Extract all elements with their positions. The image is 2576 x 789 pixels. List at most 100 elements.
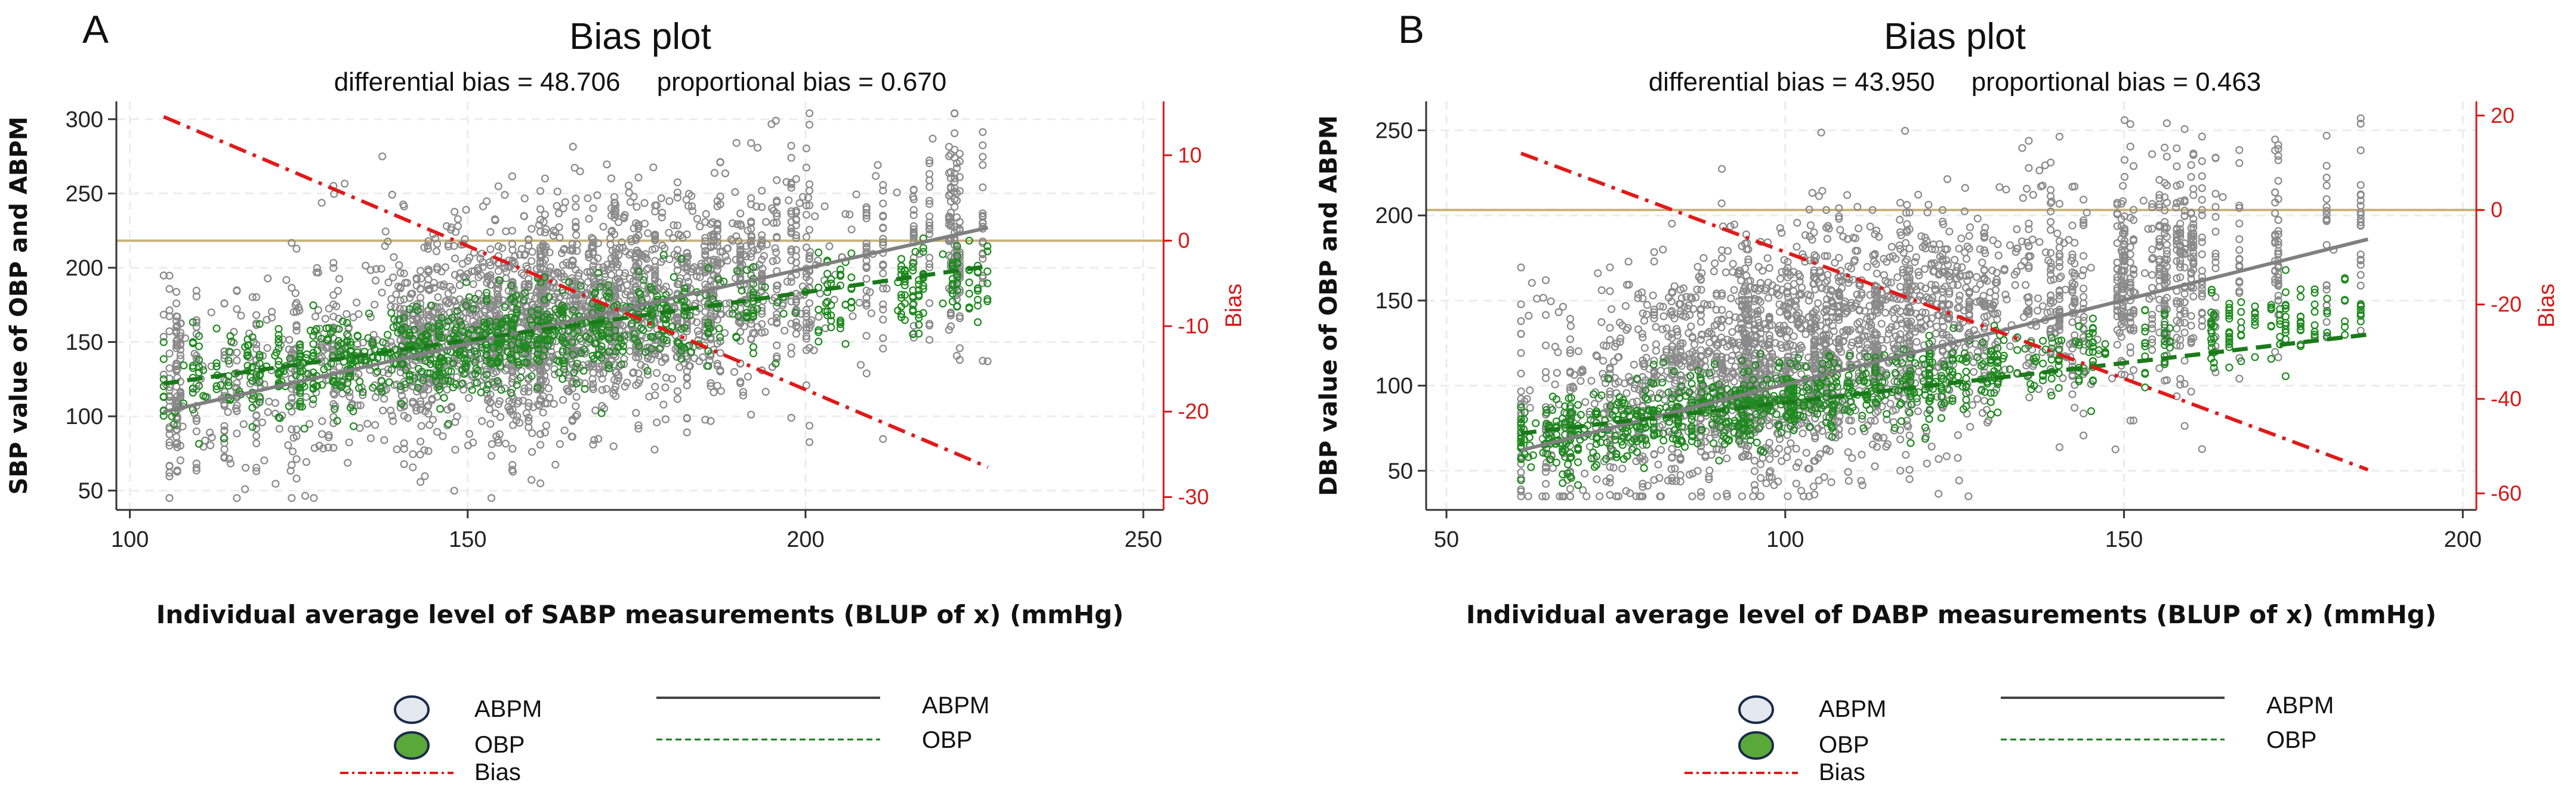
data-point bbox=[599, 222, 607, 231]
data-point bbox=[508, 421, 517, 429]
data-point bbox=[951, 129, 959, 137]
data-point bbox=[412, 407, 421, 415]
data-point bbox=[542, 421, 551, 429]
data-point bbox=[919, 244, 927, 252]
data-point bbox=[233, 287, 241, 295]
data-point bbox=[983, 279, 992, 287]
data-point bbox=[792, 175, 800, 183]
data-point bbox=[572, 194, 580, 203]
data-point bbox=[421, 472, 429, 481]
data-point bbox=[2087, 264, 2095, 272]
y-tick-label: 50 bbox=[78, 479, 103, 504]
data-point bbox=[758, 329, 766, 337]
data-point bbox=[437, 267, 446, 276]
data-point bbox=[665, 197, 674, 205]
data-point bbox=[1848, 427, 1856, 435]
data-point bbox=[1517, 349, 1525, 357]
data-point bbox=[879, 435, 887, 443]
data-point bbox=[2322, 195, 2331, 203]
data-point bbox=[856, 361, 865, 369]
data-point bbox=[1962, 255, 1971, 263]
chart-subtitle: differential bias = 48.706 proportional … bbox=[334, 67, 947, 97]
data-point bbox=[440, 394, 448, 402]
data-point bbox=[536, 187, 545, 195]
data-point bbox=[349, 313, 357, 321]
data-point bbox=[651, 382, 659, 391]
data-point bbox=[1606, 491, 1614, 499]
data-point bbox=[893, 188, 901, 197]
data-point bbox=[1970, 367, 1978, 376]
data-point bbox=[653, 418, 661, 426]
data-point bbox=[488, 440, 496, 448]
data-point bbox=[260, 456, 269, 465]
data-point bbox=[417, 274, 425, 283]
data-point bbox=[925, 230, 934, 238]
data-point bbox=[570, 163, 579, 172]
legend-abpm-marker-label: ABPM bbox=[474, 696, 542, 722]
data-point bbox=[242, 463, 250, 472]
data-point bbox=[536, 479, 545, 488]
data-point bbox=[1957, 234, 1966, 243]
data-point bbox=[381, 227, 390, 236]
data-point bbox=[159, 355, 168, 363]
data-point bbox=[1887, 243, 1896, 251]
data-point bbox=[469, 280, 477, 289]
data-point bbox=[662, 373, 670, 382]
data-point bbox=[433, 265, 442, 274]
data-point bbox=[721, 169, 730, 178]
data-point bbox=[673, 395, 682, 403]
data-point bbox=[2139, 196, 2148, 205]
data-point bbox=[925, 253, 934, 262]
data-point bbox=[607, 174, 616, 182]
data-point bbox=[220, 299, 229, 308]
data-point bbox=[1778, 457, 1786, 465]
data-point bbox=[363, 419, 372, 428]
data-point bbox=[442, 222, 451, 230]
data-point bbox=[687, 191, 696, 200]
data-point bbox=[352, 298, 361, 307]
data-point bbox=[787, 141, 795, 150]
data-point bbox=[2018, 144, 2026, 152]
data-point bbox=[220, 445, 229, 454]
data-point bbox=[180, 361, 188, 370]
data-point bbox=[673, 188, 682, 197]
data-point bbox=[683, 230, 691, 239]
data-point bbox=[291, 289, 300, 298]
data-point bbox=[805, 120, 814, 129]
data-point bbox=[309, 301, 317, 310]
data-point bbox=[284, 441, 292, 450]
data-point bbox=[2071, 404, 2079, 412]
data-point bbox=[871, 172, 880, 180]
data-point bbox=[955, 173, 964, 181]
data-point bbox=[1855, 224, 1863, 233]
data-point bbox=[787, 154, 795, 162]
data-point bbox=[159, 370, 168, 379]
data-point bbox=[862, 274, 871, 283]
data-point bbox=[485, 405, 493, 413]
data-point bbox=[805, 180, 814, 188]
data-point bbox=[541, 174, 550, 182]
data-point bbox=[2023, 184, 2031, 193]
data-point bbox=[486, 245, 495, 253]
data-point bbox=[2198, 196, 2206, 204]
data-point bbox=[652, 369, 661, 378]
y2-tick-label: -20 bbox=[1178, 399, 1209, 423]
data-point bbox=[329, 291, 338, 299]
data-point bbox=[378, 152, 387, 160]
data-point bbox=[749, 343, 758, 351]
data-point bbox=[416, 450, 424, 459]
data-point bbox=[815, 312, 823, 321]
data-point bbox=[820, 202, 829, 211]
data-point bbox=[841, 210, 850, 218]
data-point bbox=[528, 247, 536, 256]
data-point bbox=[2080, 252, 2088, 260]
data-point bbox=[841, 340, 850, 348]
data-point bbox=[496, 413, 505, 421]
data-point bbox=[292, 245, 301, 253]
data-point bbox=[395, 261, 403, 270]
y2-axis-label: Bias bbox=[1221, 284, 1247, 328]
data-point bbox=[387, 309, 396, 317]
data-point bbox=[2055, 200, 2063, 208]
data-point bbox=[2235, 146, 2244, 154]
data-point bbox=[979, 128, 987, 137]
